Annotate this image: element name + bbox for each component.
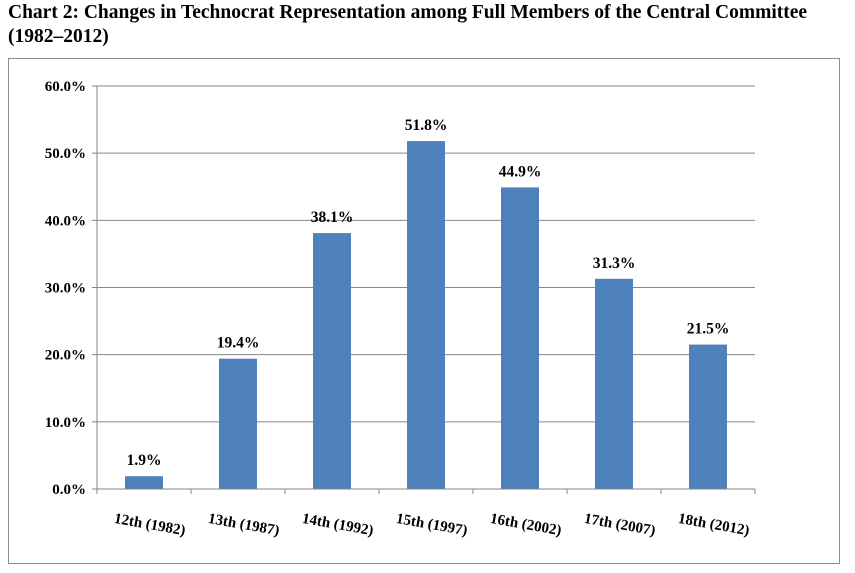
- bar: [501, 187, 539, 489]
- y-tick-label: 30.0%: [45, 281, 86, 297]
- y-tick-label: 50.0%: [45, 146, 86, 162]
- x-tick-label: 13th (1987): [207, 511, 281, 539]
- x-tick-label: 12th (1982): [113, 511, 187, 539]
- chart-frame: [8, 58, 840, 564]
- x-tick-label: 18th (2012): [677, 511, 751, 539]
- bar: [313, 233, 351, 489]
- data-label: 1.9%: [127, 452, 162, 469]
- y-tick-label: 60.0%: [45, 79, 86, 95]
- y-tick-labels: 0.0% 10.0% 20.0% 30.0% 40.0% 50.0% 60.0%: [45, 79, 86, 498]
- x-tick-labels: 12th (1982) 13th (1987) 14th (1992) 15th (1…: [113, 511, 751, 539]
- data-label: 21.5%: [687, 321, 730, 338]
- data-labels: 1.9% 19.4% 38.1% 51.8% 44.9% 31.3% 21.5%: [127, 117, 730, 469]
- y-tick-label: 20.0%: [45, 348, 86, 364]
- x-tick-label: 15th (1997): [395, 511, 469, 539]
- y-tick-label: 0.0%: [52, 482, 86, 498]
- data-label: 51.8%: [405, 117, 448, 134]
- y-tick-label: 10.0%: [45, 415, 86, 431]
- axes: [92, 85, 756, 494]
- x-tick-label: 16th (2002): [489, 511, 563, 539]
- data-label: 38.1%: [311, 209, 354, 226]
- data-label: 31.3%: [593, 255, 636, 272]
- y-tick-label: 40.0%: [45, 213, 86, 229]
- bars: [125, 141, 727, 489]
- bar: [407, 141, 445, 489]
- bar: [219, 358, 257, 489]
- bar: [689, 344, 727, 489]
- bar: [125, 476, 163, 489]
- chart-title: Chart 2: Changes in Technocrat Represent…: [8, 2, 808, 47]
- x-tick-label: 17th (2007): [583, 511, 657, 539]
- bar: [595, 278, 633, 489]
- data-label: 19.4%: [217, 335, 260, 352]
- x-tick-label: 14th (1992): [301, 511, 375, 539]
- data-label: 44.9%: [499, 163, 542, 180]
